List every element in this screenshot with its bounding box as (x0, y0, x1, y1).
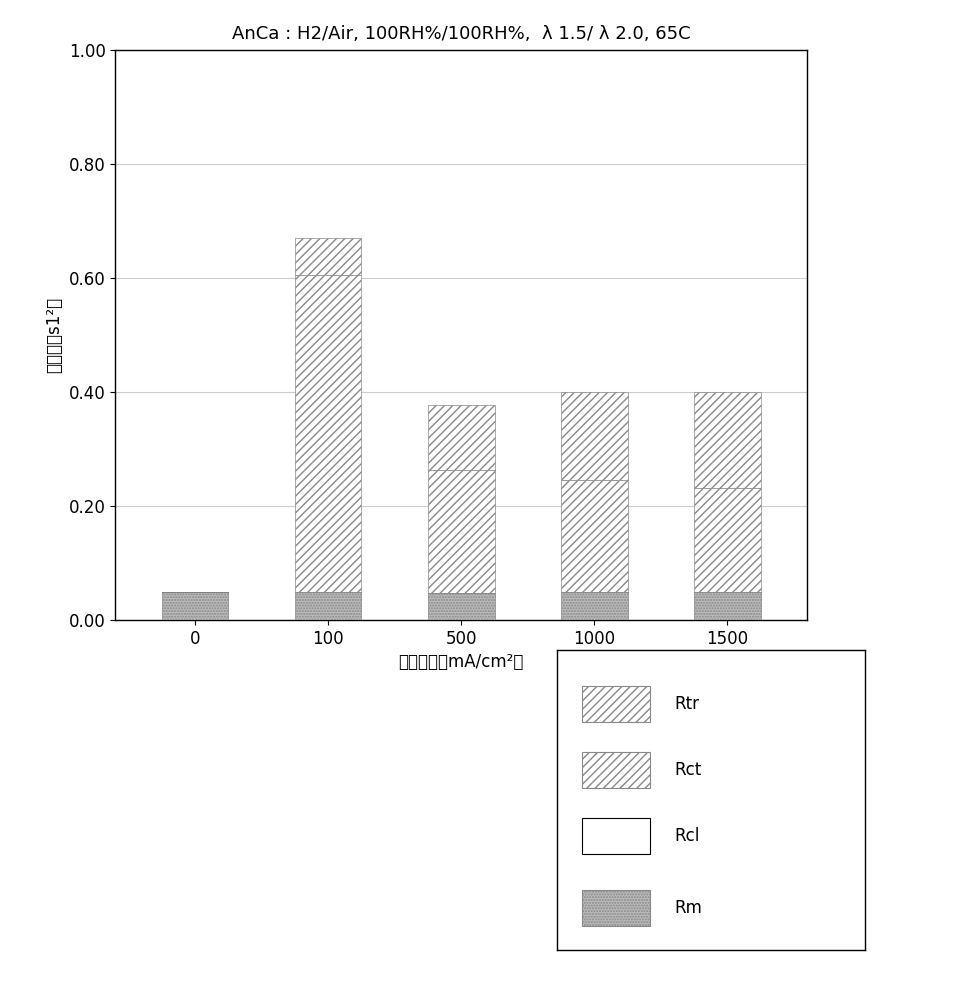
Text: Rcl: Rcl (675, 827, 700, 845)
Bar (561, 392, 628, 480)
Bar (694, 591, 761, 620)
Bar (428, 470, 495, 593)
Bar (161, 591, 229, 620)
Title: AnCa : H2/Air, 100RH%/100RH%,  λ 1.5/ λ 2.0, 65C: AnCa : H2/Air, 100RH%/100RH%, λ 1.5/ λ 2… (232, 25, 691, 43)
Bar (694, 488, 761, 591)
FancyBboxPatch shape (582, 686, 650, 722)
Bar (561, 480, 628, 591)
Bar (295, 275, 361, 591)
FancyBboxPatch shape (582, 752, 650, 788)
Bar (428, 593, 495, 620)
Bar (561, 591, 628, 620)
Text: Rct: Rct (675, 761, 702, 779)
Text: Rm: Rm (675, 899, 702, 917)
Text: Rtr: Rtr (675, 695, 700, 713)
FancyBboxPatch shape (582, 818, 650, 854)
Y-axis label: 电阴（阔s1²）: 电阴（阔s1²） (45, 297, 63, 373)
X-axis label: 电流密度［mA/cm²］: 电流密度［mA/cm²］ (399, 653, 524, 671)
Bar (694, 392, 761, 488)
FancyBboxPatch shape (582, 890, 650, 926)
Bar (295, 591, 361, 620)
Bar (428, 405, 495, 470)
Bar (295, 238, 361, 275)
